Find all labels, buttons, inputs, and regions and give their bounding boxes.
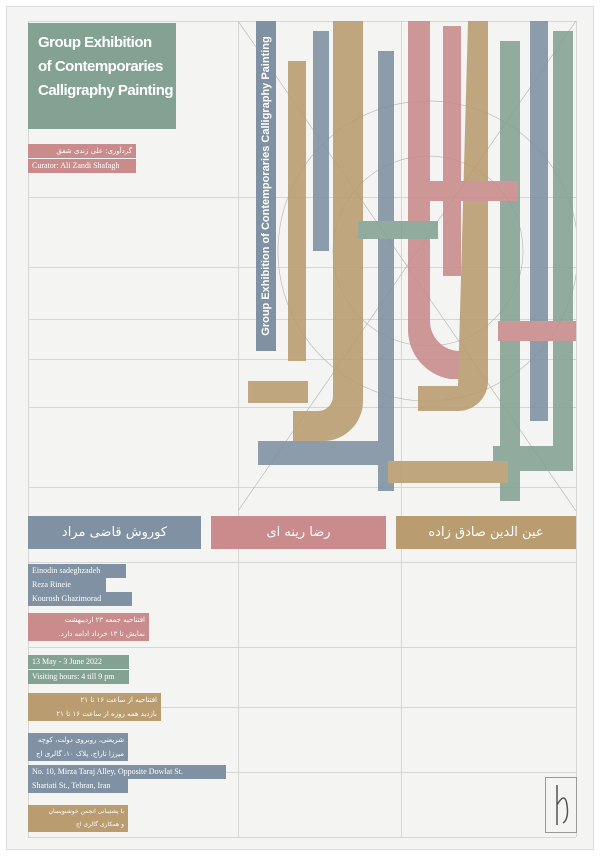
artist-en: Kourosh Ghazimorad [28,592,132,606]
support-fa: و همکاری گالری اج [28,818,128,832]
title-line: Calligraphy Painting [38,82,174,99]
artist-en: Einodin sadeghzadeh [28,564,126,578]
artist-fa: رضا رینه ای [211,516,386,549]
gallery-logo [545,777,577,833]
opening-fa: افتتاحیه جمعه ۲۳ اردیبهشت [28,613,149,627]
address-en: No. 10, Mirza Taraj Alley, Opposite Dowl… [28,765,226,779]
title-line: of Contemporaries [38,58,163,75]
poster: Group Exhibition of Contemporaries Calli… [6,6,594,850]
address-en: Shariati St., Tehran, Iran [28,779,128,793]
address-fa: شریعتی، روبروی دولت، کوچه [28,733,128,747]
calligraphy-art [238,21,576,511]
artist-en: Reza Rineie [28,578,106,592]
dates-en: Visiting hours: 4 till 9 pm [28,670,129,684]
vertical-title-box: Group Exhibition of Contemporaries Calli… [256,21,276,351]
title-box: Group Exhibition of Contemporaries Calli… [28,23,176,129]
artist-fa: عین الدین صادق زاده [396,516,576,549]
dates-en: 13 May - 3 June 2022 [28,655,129,669]
vertical-title: Group Exhibition of Contemporaries Calli… [260,36,272,336]
support-fa: با پشتیبانی انجمن خوشنویسان [28,805,128,819]
hours-fa: بازدید همه روزه از ساعت ۱۶ تا ۲۱ [28,707,161,721]
hours-fa: افتتاحیه از ساعت ۱۶ تا ۲۱ [28,693,161,707]
opening-fa: نمایش تا ۱۳ خرداد ادامه دارد. [28,627,149,641]
curator-fa: گردآوری: علی زندی شفق [28,144,136,158]
title-line: Group Exhibition [38,34,152,51]
artist-fa: کوروش قاضی مراد [28,516,201,549]
address-fa: میرزا تاراج، پلاک ۱۰، گالری اج [28,747,128,761]
curator-en: Curator: Ali Zandi Shafagh [28,159,136,173]
